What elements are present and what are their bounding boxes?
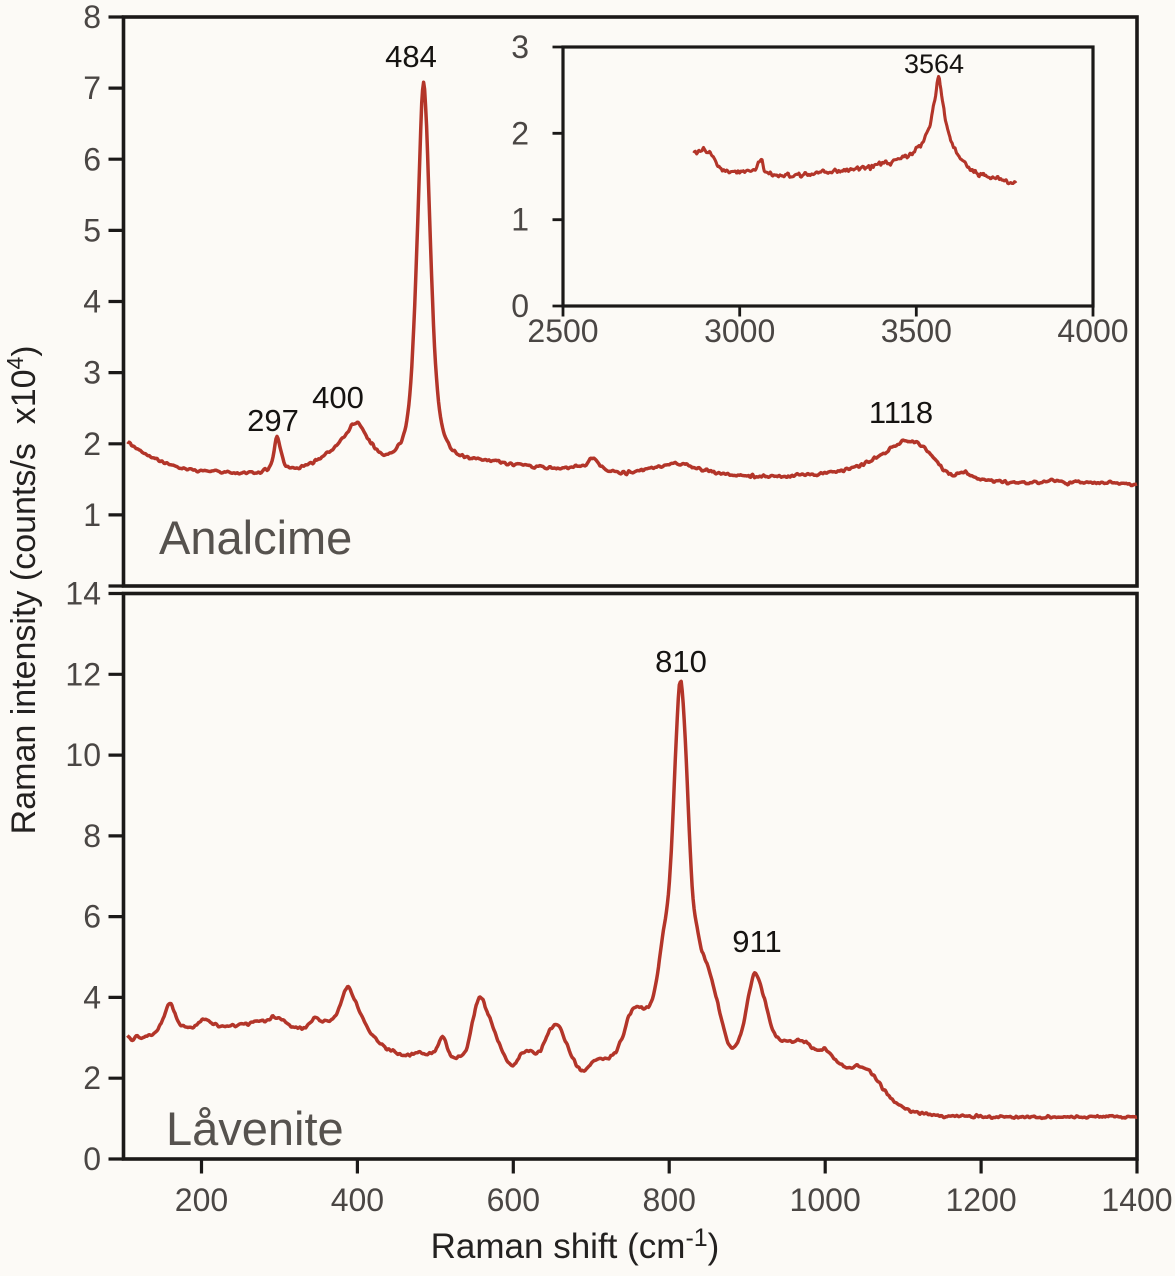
svg-text:911: 911 — [732, 924, 781, 959]
svg-text:1118: 1118 — [869, 395, 933, 430]
svg-text:484: 484 — [385, 39, 437, 74]
svg-text:5: 5 — [83, 212, 101, 248]
svg-text:2500: 2500 — [527, 313, 598, 349]
svg-text:Raman intensity (counts/s x10: Raman intensity (counts/s x104) — [2, 346, 43, 835]
svg-text:810: 810 — [655, 644, 707, 679]
svg-text:14: 14 — [65, 576, 101, 612]
svg-text:1400: 1400 — [1101, 1182, 1172, 1218]
svg-text:1000: 1000 — [790, 1182, 861, 1218]
svg-text:4: 4 — [83, 284, 101, 320]
svg-text:6: 6 — [83, 899, 101, 935]
svg-text:Raman shift (cm-1): Raman shift (cm-1) — [431, 1224, 720, 1266]
svg-text:0: 0 — [83, 1141, 101, 1177]
svg-text:12: 12 — [65, 656, 101, 692]
svg-text:200: 200 — [175, 1182, 228, 1218]
svg-text:4: 4 — [83, 979, 101, 1015]
svg-text:0: 0 — [511, 288, 529, 324]
svg-text:4000: 4000 — [1057, 313, 1128, 349]
svg-text:2: 2 — [511, 115, 529, 151]
svg-text:Låvenite: Låvenite — [166, 1102, 344, 1155]
svg-text:1: 1 — [83, 497, 101, 533]
svg-text:2: 2 — [83, 426, 101, 462]
svg-text:1: 1 — [511, 202, 529, 238]
svg-text:3500: 3500 — [881, 313, 952, 349]
svg-text:400: 400 — [312, 380, 364, 415]
svg-text:400: 400 — [331, 1182, 384, 1218]
svg-text:Analcime: Analcime — [159, 511, 352, 564]
svg-text:3000: 3000 — [704, 313, 775, 349]
svg-text:6: 6 — [83, 141, 101, 177]
svg-text:297: 297 — [247, 403, 299, 438]
svg-text:8: 8 — [83, 0, 101, 35]
svg-text:600: 600 — [487, 1182, 540, 1218]
svg-text:1200: 1200 — [945, 1182, 1016, 1218]
svg-text:3: 3 — [511, 29, 529, 65]
svg-text:3: 3 — [83, 355, 101, 391]
svg-text:7: 7 — [83, 70, 101, 106]
svg-text:8: 8 — [83, 818, 101, 854]
svg-text:2: 2 — [83, 1060, 101, 1096]
svg-text:3564: 3564 — [904, 49, 964, 79]
svg-text:800: 800 — [643, 1182, 696, 1218]
svg-text:10: 10 — [65, 737, 101, 773]
